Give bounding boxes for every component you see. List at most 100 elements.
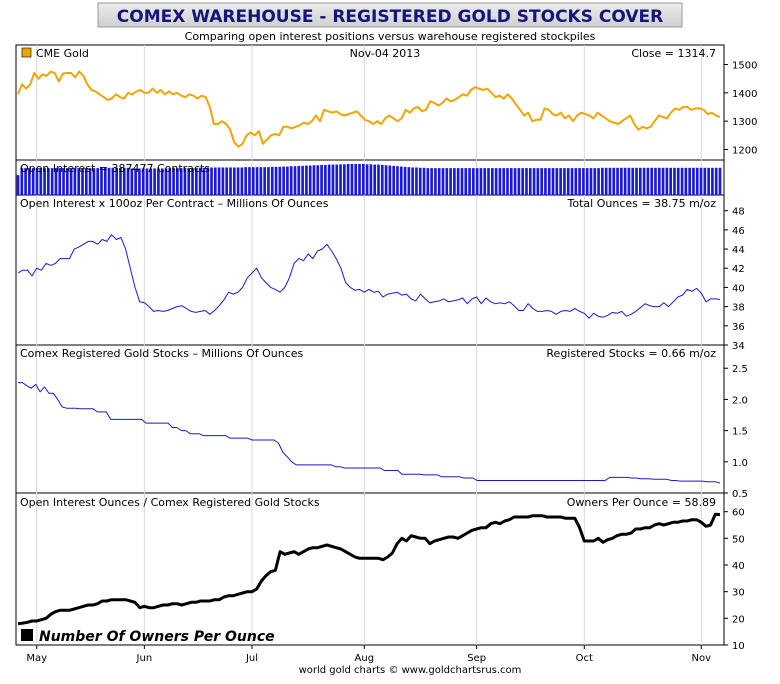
y-tick-label: 2.5	[732, 364, 748, 375]
owners-stat: Owners Per Ounce = 58.89	[567, 496, 716, 509]
oi-bar	[217, 167, 221, 195]
oi-bar	[430, 168, 433, 195]
oi-bar	[126, 167, 130, 195]
oi-bar	[601, 167, 604, 195]
oi-bar	[574, 168, 578, 195]
oi-bar	[415, 167, 418, 195]
oi-bar	[324, 164, 327, 195]
gold-close-stat: Close = 1314.7	[631, 47, 716, 60]
series-line-4	[17, 512, 721, 626]
oi-bar	[635, 167, 638, 195]
oi-bar	[103, 167, 107, 195]
oi-bar	[111, 167, 115, 195]
oi-bar	[172, 168, 175, 195]
oi-bar	[301, 165, 304, 195]
oi-bar	[198, 167, 202, 195]
title-box	[97, 2, 683, 28]
x-tick-label: May	[26, 653, 47, 664]
owners-legend-label: Number Of Owners Per Ounce	[39, 629, 275, 645]
y-tick-label: 40	[732, 561, 745, 572]
oi-bar	[278, 166, 282, 195]
oi-bar	[39, 168, 43, 195]
oi-bar	[566, 168, 570, 195]
oi-bar	[597, 168, 600, 195]
oi-bar	[259, 167, 263, 195]
oi-bar	[665, 167, 669, 195]
oi-bar	[418, 167, 422, 195]
panel-frame-0	[15, 44, 725, 161]
y-tick-label: 1.0	[732, 458, 748, 469]
chart-subtitle: Comparing open interest positions versus…	[185, 30, 596, 43]
chart-date: Nov-04 2013	[350, 47, 421, 60]
oi-bar	[532, 168, 536, 195]
oi-bar	[81, 168, 84, 195]
oi-bar	[221, 167, 225, 195]
oi-bar	[343, 164, 346, 195]
oi-bar	[612, 167, 616, 195]
oi-bar	[464, 168, 468, 195]
oi-bar	[411, 167, 414, 195]
oi-bar	[585, 168, 589, 195]
oi-bar	[187, 168, 191, 195]
oi-bar	[449, 168, 452, 195]
oi-bar	[297, 165, 301, 195]
gold-legend-label: CME Gold	[36, 47, 89, 60]
oi-bar	[54, 168, 58, 195]
oi-bar	[494, 168, 498, 195]
stocks-stat: Registered Stocks = 0.66 m/oz	[546, 347, 716, 360]
y-tick-label: 1.5	[732, 427, 748, 438]
oi-bar	[434, 168, 437, 195]
oi-bar	[179, 168, 183, 195]
x-tick-label: Jun	[136, 653, 153, 664]
oi-bar	[115, 167, 118, 195]
y-tick-label: 1200	[732, 146, 757, 157]
y-tick-label: 50	[732, 534, 745, 545]
oi-bar	[339, 164, 342, 195]
oi-bar	[282, 166, 285, 195]
oi-bar	[456, 168, 460, 195]
oi-bar	[528, 168, 532, 195]
oi-bar	[149, 168, 153, 195]
oi-bar	[263, 167, 266, 195]
oi-bar	[422, 167, 426, 195]
owners-legend-swatch	[21, 629, 33, 641]
oi-bar	[407, 167, 411, 195]
oi-bar	[472, 168, 475, 195]
oi-bar	[676, 167, 680, 195]
oi-bar	[365, 164, 369, 195]
oi-bar	[35, 168, 39, 195]
footer-credit: world gold charts © www.goldchartsrus.co…	[299, 665, 522, 676]
oi-bar	[255, 167, 259, 195]
oi-bar	[157, 168, 160, 195]
oi-bar	[236, 167, 240, 195]
oi-bar	[509, 168, 513, 195]
oi-bar	[84, 168, 88, 195]
oi-bar	[441, 168, 445, 195]
oi-bar	[369, 164, 373, 195]
oi-bar	[286, 166, 289, 195]
oi-bar	[16, 175, 20, 195]
oi-bar	[305, 165, 308, 195]
oi-bar	[206, 167, 210, 195]
oi-bar	[631, 167, 635, 195]
oi-bar	[680, 167, 684, 195]
oi-bar	[426, 168, 430, 195]
oi-bar	[164, 168, 168, 195]
oi-bar	[388, 165, 392, 195]
oi-bar	[657, 167, 661, 195]
oi-bar	[460, 168, 464, 195]
oi-bar	[43, 168, 46, 195]
oi-bar	[479, 168, 483, 195]
oi-bar	[244, 167, 248, 195]
oi-bar	[122, 167, 126, 195]
series-line-0	[17, 70, 721, 148]
oi-bar	[293, 166, 297, 195]
y-tick-label: 1500	[732, 61, 757, 72]
series-line-2	[17, 234, 721, 319]
oi-contracts-label: Open Interest = 387477 Contracts	[20, 162, 210, 175]
oi-bar	[346, 163, 350, 195]
oi-bar	[62, 168, 65, 195]
y-tick-label: 10	[732, 641, 745, 652]
oi-bar	[153, 168, 156, 195]
